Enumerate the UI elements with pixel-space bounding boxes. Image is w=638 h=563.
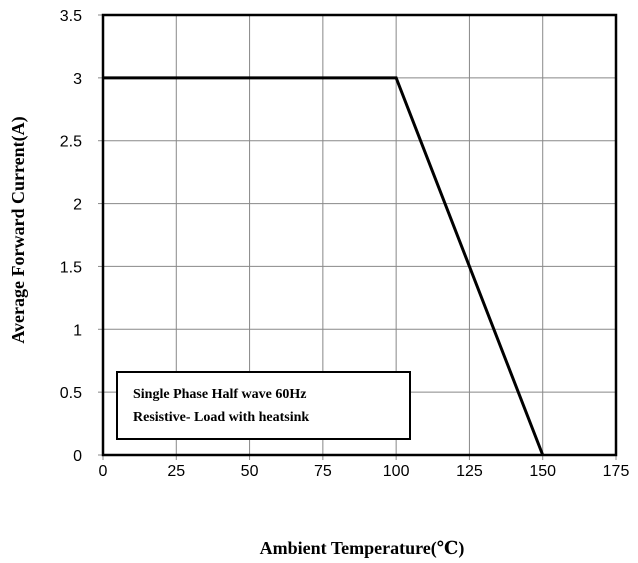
x-tick-label: 100	[383, 463, 410, 480]
annotation-frame	[116, 371, 411, 440]
x-tick-label: 150	[529, 463, 556, 480]
y-tick-label: 2.5	[60, 134, 82, 151]
y-tick-label: 2	[73, 197, 82, 214]
plot-frame	[101, 13, 618, 457]
x-tick-label: 125	[456, 463, 483, 480]
x-tick-label: 50	[241, 463, 259, 480]
x-tick-label: 25	[167, 463, 185, 480]
grid	[102, 14, 617, 456]
y-tick-label: 3.5	[60, 8, 82, 25]
y-tick-label: 1	[73, 322, 82, 339]
x-axis-title: Ambient Temperature(℃)	[260, 538, 465, 559]
series-group	[103, 76, 545, 456]
y-axis-title: Average Forward Current(A)	[8, 116, 29, 343]
y-tick-labels: 0 0.5 1 1.5 2 2.5 3 3.5	[60, 8, 82, 465]
y-tick-label: 0	[73, 448, 82, 465]
derating-line	[103, 76, 545, 456]
annotation-line-2: Resistive- Load with heatsink	[133, 410, 309, 425]
y-tick-label: 3	[73, 71, 82, 88]
x-tick-label: 0	[99, 463, 108, 480]
y-tick-label: 1.5	[60, 259, 82, 276]
x-tick-labels: 0 25 50 75 100 125 150 175	[99, 463, 630, 480]
annotation-line-1: Single Phase Half wave 60Hz	[133, 387, 306, 402]
x-tick-label: 75	[314, 463, 332, 480]
x-tick-label: 175	[603, 463, 630, 480]
annotation-box: Single Phase Half wave 60Hz Resistive- L…	[116, 371, 411, 440]
y-tick-label: 0.5	[60, 385, 82, 402]
